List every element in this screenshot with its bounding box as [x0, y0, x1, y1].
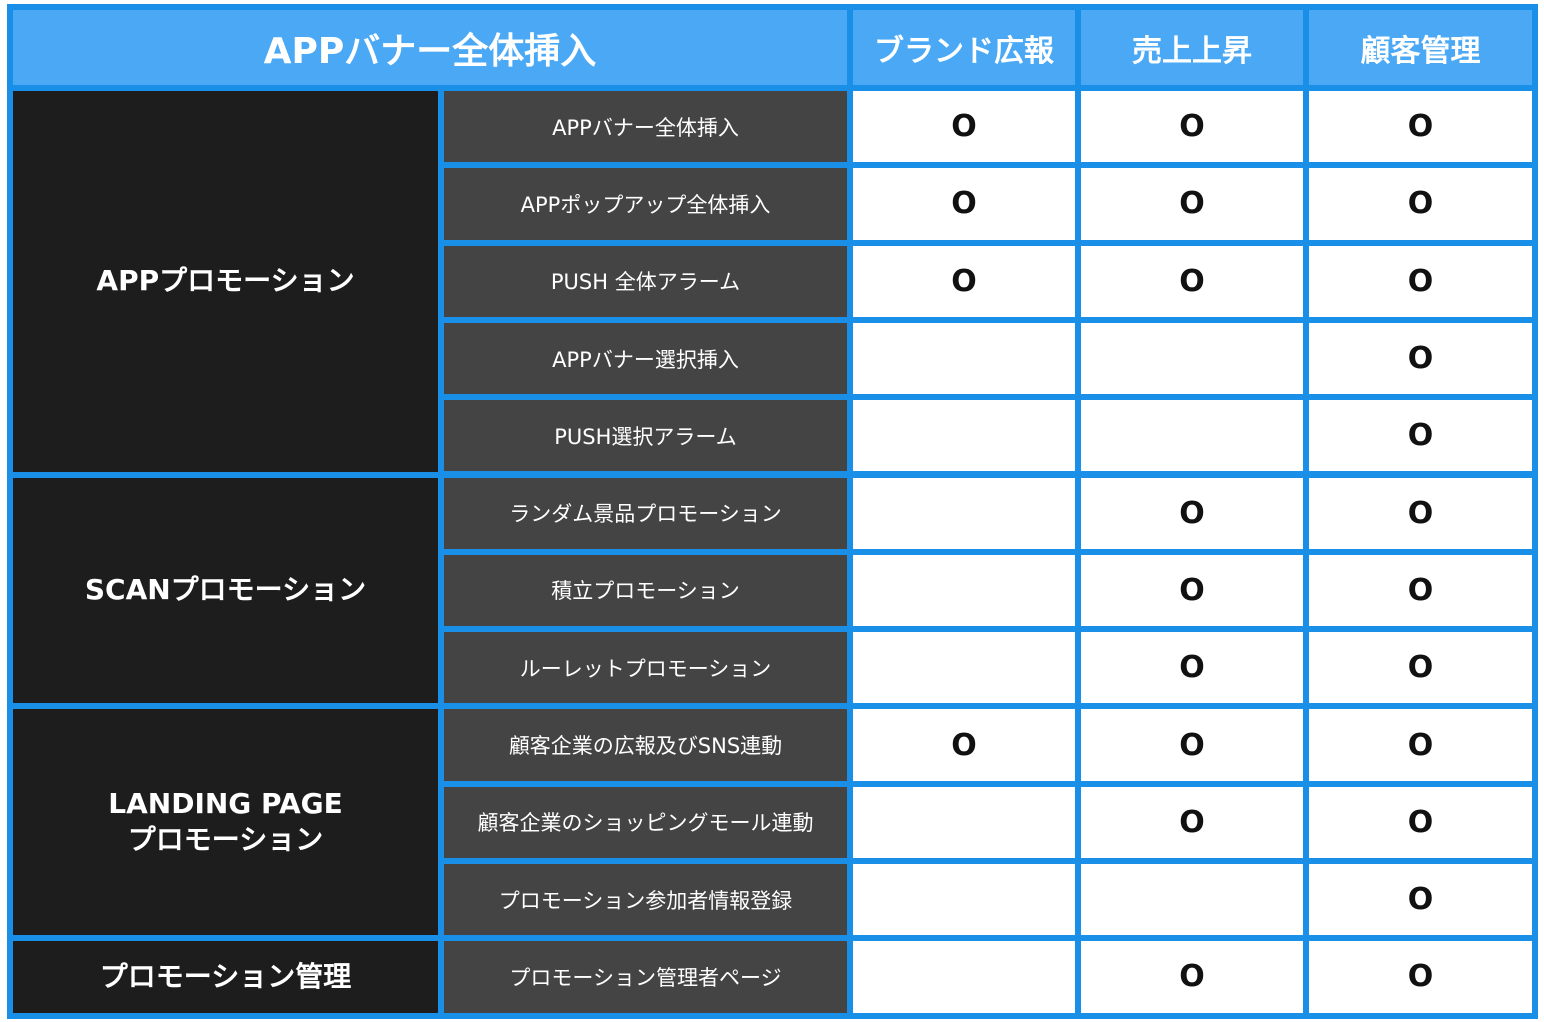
check-cell [1081, 322, 1303, 395]
feature-label: APPポップアップ全体挿入 [444, 168, 847, 240]
check-cell [853, 554, 1075, 627]
check-mark: O [1407, 341, 1434, 377]
feature-label: ルーレットプロモーション [444, 632, 847, 704]
check-cell: O [853, 168, 1075, 240]
feature-label: ランダム景品プロモーション [444, 477, 847, 549]
check-mark: O [1407, 495, 1434, 531]
column-header-2: 売上上昇 [1081, 10, 1303, 85]
check-mark: O [951, 186, 977, 222]
feature-label: PUSH選択アラーム [444, 400, 847, 472]
check-cell: O [1309, 709, 1532, 781]
check-cell: O [1309, 322, 1532, 395]
check-mark: O [1407, 727, 1434, 763]
check-cell: O [1081, 941, 1303, 1013]
feature-label: 積立プロモーション [444, 554, 847, 627]
check-cell [1081, 400, 1303, 472]
check-mark: O [1407, 882, 1434, 918]
column-header-3: 顧客管理 [1309, 10, 1532, 85]
check-cell: O [1309, 477, 1532, 549]
check-cell: O [1309, 786, 1532, 858]
check-cell: O [853, 91, 1075, 163]
check-cell: O [1081, 709, 1303, 781]
check-cell: O [1309, 941, 1532, 1013]
check-cell: O [1081, 632, 1303, 704]
check-cell [853, 632, 1075, 704]
check-cell: O [1309, 864, 1532, 936]
check-cell [853, 941, 1075, 1013]
feature-label: プロモーション管理者ページ [444, 941, 847, 1013]
column-header-1: ブランド広報 [853, 10, 1075, 85]
check-mark: O [1179, 572, 1205, 608]
feature-label: プロモーション参加者情報登録 [444, 864, 847, 936]
check-mark: O [1407, 650, 1434, 686]
check-mark: O [1179, 495, 1205, 531]
check-cell: O [853, 245, 1075, 317]
check-cell: O [1081, 786, 1303, 858]
check-cell: O [1081, 245, 1303, 317]
check-cell [1081, 864, 1303, 936]
check-cell: O [853, 709, 1075, 781]
category-label: APPプロモーション [13, 91, 438, 472]
check-mark: O [1179, 650, 1205, 686]
check-mark: O [1407, 263, 1434, 299]
check-mark: O [1179, 727, 1205, 763]
check-cell: O [1081, 477, 1303, 549]
check-cell [853, 322, 1075, 395]
feature-label: PUSH 全体アラーム [444, 245, 847, 317]
check-mark: O [1179, 263, 1205, 299]
category-label: SCANプロモーション [13, 477, 438, 704]
feature-label: 顧客企業のショッピングモール連動 [444, 786, 847, 858]
check-cell: O [1309, 168, 1532, 240]
category-label: LANDING PAGE プロモーション [13, 709, 438, 936]
check-mark: O [1407, 572, 1434, 608]
check-cell [853, 864, 1075, 936]
category-label: プロモーション管理 [13, 941, 438, 1013]
check-cell: O [1309, 245, 1532, 317]
check-cell: O [1309, 554, 1532, 627]
check-cell: O [1081, 554, 1303, 627]
check-cell: O [1081, 168, 1303, 240]
check-cell [853, 400, 1075, 472]
check-mark: O [1179, 186, 1205, 222]
table-title: APPバナー全体挿入 [13, 10, 847, 85]
check-cell: O [1309, 400, 1532, 472]
feature-label: APPバナー全体挿入 [444, 91, 847, 163]
check-mark: O [951, 727, 977, 763]
check-cell: O [1309, 632, 1532, 704]
check-cell: O [1081, 91, 1303, 163]
feature-label: APPバナー選択挿入 [444, 322, 847, 395]
feature-label: 顧客企業の広報及びSNS連動 [444, 709, 847, 781]
check-cell [853, 477, 1075, 549]
check-mark: O [1407, 109, 1434, 145]
check-mark: O [1407, 959, 1434, 995]
check-cell: O [1309, 91, 1532, 163]
check-mark: O [951, 109, 977, 145]
check-mark: O [1407, 804, 1434, 840]
check-mark: O [1179, 109, 1205, 145]
check-mark: O [1179, 804, 1205, 840]
check-mark: O [1407, 186, 1434, 222]
check-mark: O [1179, 959, 1205, 995]
check-cell [853, 786, 1075, 858]
check-mark: O [1407, 418, 1434, 454]
check-mark: O [951, 263, 977, 299]
